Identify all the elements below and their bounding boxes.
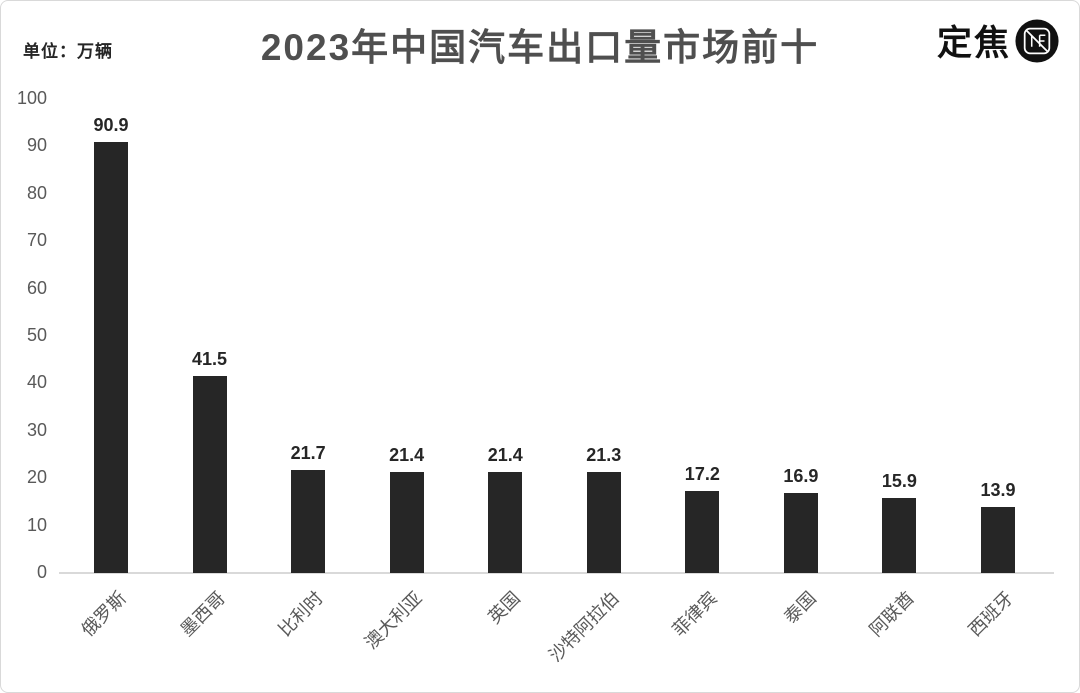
y-tick-label: 100 xyxy=(16,88,47,108)
y-tick-label: 90 xyxy=(26,135,47,156)
bar-value-label: 13.9 xyxy=(980,480,1016,501)
x-category-label: 俄罗斯 xyxy=(77,587,130,641)
bar xyxy=(94,142,128,573)
bar xyxy=(389,471,424,573)
bar xyxy=(586,472,621,573)
y-tick-label: 0 xyxy=(36,562,47,582)
bar xyxy=(192,376,227,573)
x-category-label: 西班牙 xyxy=(964,587,1017,641)
y-tick-label: 80 xyxy=(26,182,47,203)
x-category-label: 英国 xyxy=(484,587,525,628)
bar xyxy=(291,470,326,573)
bar xyxy=(783,492,818,573)
brand-lens-icon xyxy=(1015,18,1059,63)
bar-value-label: 21.4 xyxy=(389,444,425,465)
brand-logo: 定焦 xyxy=(937,15,1059,66)
x-category-label: 沙特阿拉伯 xyxy=(544,587,623,666)
bar-value-label: 90.9 xyxy=(93,115,129,136)
x-category-label: 菲律宾 xyxy=(668,587,722,641)
bar xyxy=(488,471,523,573)
bar-value-label: 21.3 xyxy=(586,445,622,466)
bar xyxy=(882,497,917,573)
bar-value-label: 21.4 xyxy=(487,444,523,465)
chart-title: 2023年中国汽车出口量市场前十 xyxy=(260,27,820,68)
x-category-label: 墨西哥 xyxy=(176,587,229,641)
bar-value-label: 21.7 xyxy=(290,443,326,464)
x-axis-line xyxy=(59,572,1054,574)
y-tick-label: 20 xyxy=(26,467,47,488)
brand-name: 定焦 xyxy=(936,24,1011,63)
bar-value-label: 41.5 xyxy=(192,349,228,370)
x-category-label: 阿联酋 xyxy=(866,587,919,641)
y-tick-label: 70 xyxy=(26,230,47,251)
x-category-label: 比利时 xyxy=(274,587,328,641)
y-tick-label: 40 xyxy=(26,372,47,393)
y-tick-label: 50 xyxy=(26,325,47,345)
y-tick-label: 10 xyxy=(26,514,47,535)
bar xyxy=(685,491,720,573)
x-category-label: 澳大利亚 xyxy=(360,587,426,653)
y-tick-label: 60 xyxy=(26,277,47,298)
y-tick-label: 30 xyxy=(26,419,47,440)
bar-value-label: 15.9 xyxy=(881,470,917,491)
bar xyxy=(981,507,1015,573)
bar-value-label: 17.2 xyxy=(684,464,720,485)
unit-label: 单位：万辆 xyxy=(23,42,113,61)
x-category-label: 泰国 xyxy=(780,587,820,628)
bar-value-label: 16.9 xyxy=(783,465,819,486)
